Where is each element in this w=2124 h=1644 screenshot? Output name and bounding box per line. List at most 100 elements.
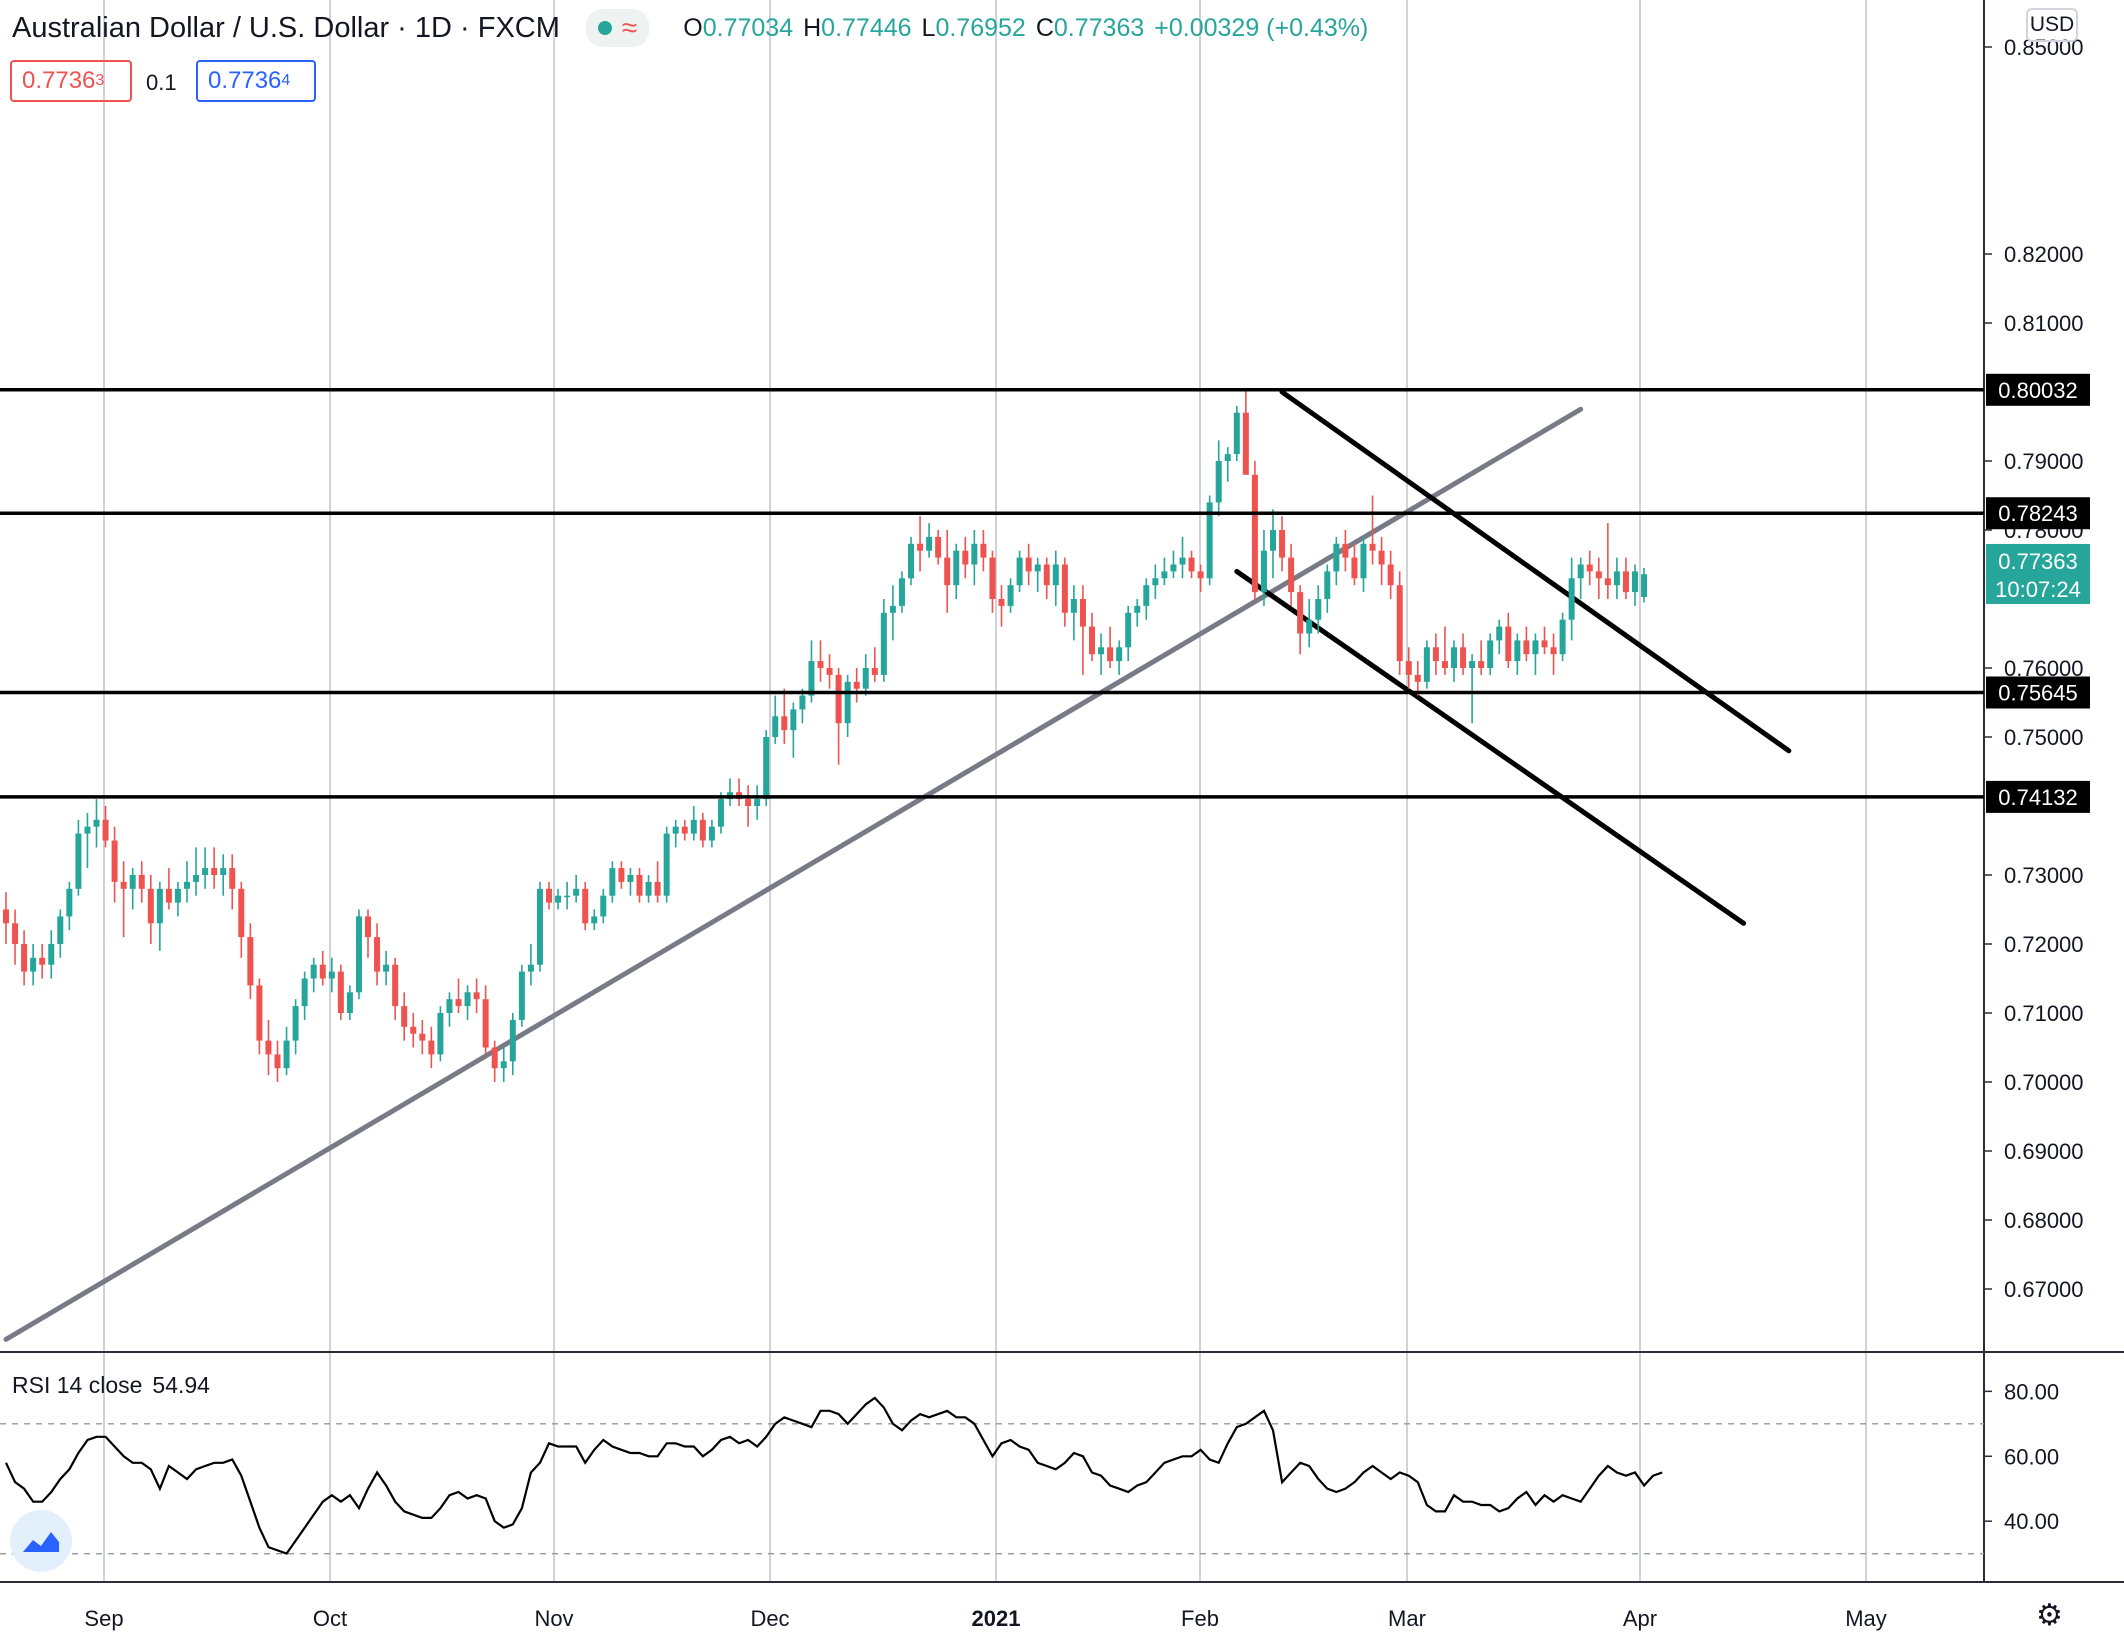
candle-body [989, 557, 996, 599]
rsi-tick-label: 40.00 [2004, 1509, 2059, 1534]
candle-body [392, 964, 399, 1007]
sell-button[interactable]: 0.7736 3 [10, 60, 132, 102]
candle-body [1586, 564, 1593, 572]
candle [1070, 585, 1077, 641]
price-axis[interactable]: 0.850000.820000.810000.790000.780000.760… [1984, 35, 2090, 1534]
level-price-tag [1986, 676, 2090, 709]
candle [1179, 536, 1186, 579]
candle-body [1396, 585, 1403, 662]
candle-body [1478, 661, 1485, 668]
candle-body [564, 895, 571, 898]
candle [672, 819, 679, 848]
candle-body [1550, 647, 1557, 655]
candle-body [1215, 461, 1222, 503]
symbol-title[interactable]: Australian Dollar / U.S. Dollar · 1D · F… [12, 11, 560, 44]
rsi-legend[interactable]: RSI 14 close 54.94 [12, 1372, 210, 1399]
price-tick-label: 0.81000 [2004, 311, 2084, 336]
status-pill[interactable]: ≈ [585, 9, 650, 47]
candle-body [826, 668, 833, 675]
price-tick-label: 0.85000 [2004, 35, 2084, 60]
candle-body [211, 868, 218, 875]
candle-body [781, 716, 788, 731]
candle-body [1496, 626, 1503, 641]
candle-body [1577, 564, 1584, 579]
trendline-layer [3, 389, 1792, 1342]
candle [591, 909, 598, 931]
candle-body [1451, 647, 1457, 668]
candle [627, 868, 634, 896]
x-tick-label: Dec [750, 1606, 789, 1631]
candle-body [1405, 661, 1412, 675]
candle-body [202, 868, 209, 875]
candle-body [66, 888, 73, 917]
candle [165, 868, 172, 910]
time-axis[interactable]: Sep Oct Nov Dec 2021 Feb Mar Apr May [84, 1606, 1886, 1631]
rsi-tick-label: 60.00 [2004, 1444, 2059, 1469]
candle-body [57, 916, 64, 944]
tradingview-logo-icon[interactable] [10, 1510, 72, 1572]
candle-body [365, 916, 371, 938]
candle-body [536, 888, 543, 965]
candle [1541, 626, 1548, 655]
candle [564, 881, 571, 910]
candle [1568, 557, 1575, 641]
x-tick-label: May [1845, 1606, 1887, 1631]
level-price-label: 0.80032 [1998, 378, 2078, 403]
candle-body [419, 1033, 426, 1041]
candle-body [1342, 543, 1349, 558]
candle [473, 978, 480, 1013]
candle [645, 875, 652, 903]
high-label: H [803, 13, 822, 42]
candle-body [618, 868, 625, 882]
candle-body [1613, 571, 1620, 586]
candle [1613, 557, 1620, 599]
candle [193, 847, 200, 896]
candle-body [346, 992, 353, 1013]
rsi-value: 54.94 [152, 1372, 210, 1398]
candle-body [1170, 564, 1177, 572]
candle-body [790, 709, 797, 731]
candle [880, 599, 887, 682]
candle [1288, 543, 1295, 606]
candle-body [962, 550, 969, 565]
candle-body [274, 1054, 281, 1069]
candle [1161, 557, 1168, 586]
candle [1215, 440, 1222, 517]
candle-body [1622, 571, 1629, 593]
rsi-tick-label: 80.00 [2004, 1379, 2059, 1404]
candle [636, 868, 643, 903]
candle-body [835, 674, 842, 724]
currency-button[interactable]: USD [2026, 8, 2078, 42]
close-value: 0.77363 [1053, 13, 1145, 42]
candle [953, 543, 960, 599]
buy-button[interactable]: 0.7736 4 [196, 60, 316, 102]
candle-body [546, 888, 552, 903]
candle-body [953, 550, 960, 586]
candle-body [672, 826, 679, 834]
candle-body [980, 543, 987, 558]
gear-icon[interactable]: ⚙ [2036, 1599, 2063, 1632]
candle [717, 792, 724, 834]
candle-body [1079, 599, 1086, 627]
candle [1505, 612, 1512, 668]
candle-body [1279, 530, 1286, 558]
candle [93, 799, 100, 848]
candle [862, 654, 869, 696]
candle [374, 923, 381, 986]
candle [383, 950, 390, 986]
candle-body [1188, 557, 1195, 572]
candle-body [129, 875, 136, 889]
candle [355, 909, 362, 1000]
candle-body [998, 599, 1005, 606]
candle [944, 530, 951, 613]
candle [120, 861, 127, 938]
candle-body [1441, 661, 1448, 668]
candle [1125, 605, 1132, 662]
candle [1306, 599, 1313, 648]
level-price-tag [1986, 780, 2090, 813]
candle [274, 1040, 281, 1082]
candle-body [1378, 550, 1385, 565]
price-tick-label: 0.72000 [2004, 932, 2084, 957]
candle [174, 881, 181, 917]
